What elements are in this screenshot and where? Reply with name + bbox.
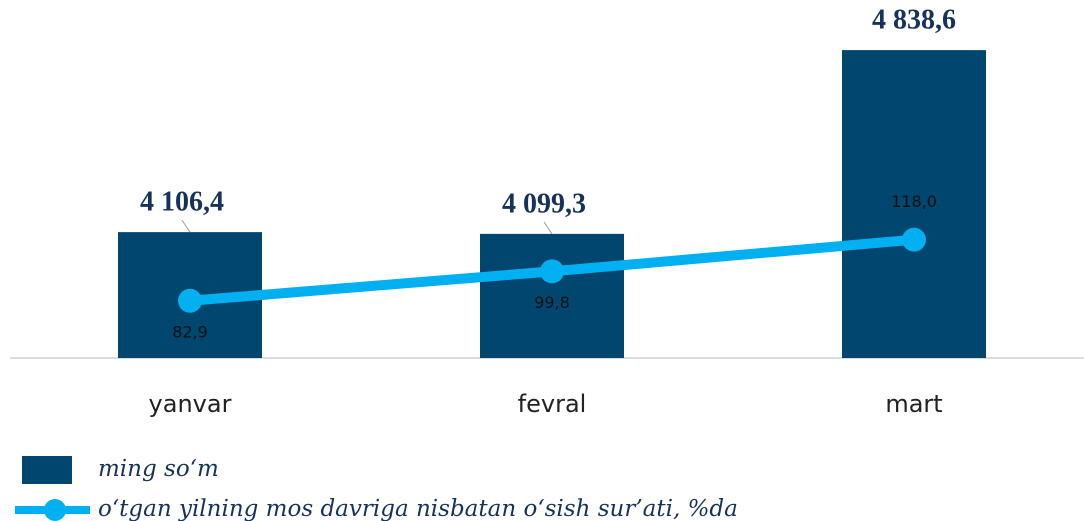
bar-value-label: 4 838,6	[872, 5, 956, 36]
leader-line	[543, 221, 553, 235]
bar-value-label: 4 106,4	[140, 187, 224, 218]
line-marker	[902, 227, 926, 252]
line-value-label: 99,8	[534, 293, 570, 312]
leader-line	[181, 219, 191, 233]
bar	[480, 233, 624, 358]
line-value-label: 82,9	[172, 322, 208, 341]
bar-value-label: 4 099,3	[502, 188, 586, 219]
x-tick-label: fevral	[518, 390, 587, 418]
line-marker	[178, 288, 202, 313]
legend-swatch	[22, 456, 72, 484]
line-marker	[540, 259, 564, 284]
legend-marker	[44, 499, 66, 521]
x-tick-label: mart	[885, 390, 942, 418]
legend-label: ming so‘m	[98, 456, 219, 482]
x-tick-label: yanvar	[149, 390, 232, 418]
line-value-label: 118,0	[891, 192, 937, 211]
legend-label: o‘tgan yilning mos davriga nisbatan o‘si…	[98, 496, 738, 521]
bar	[842, 50, 986, 359]
